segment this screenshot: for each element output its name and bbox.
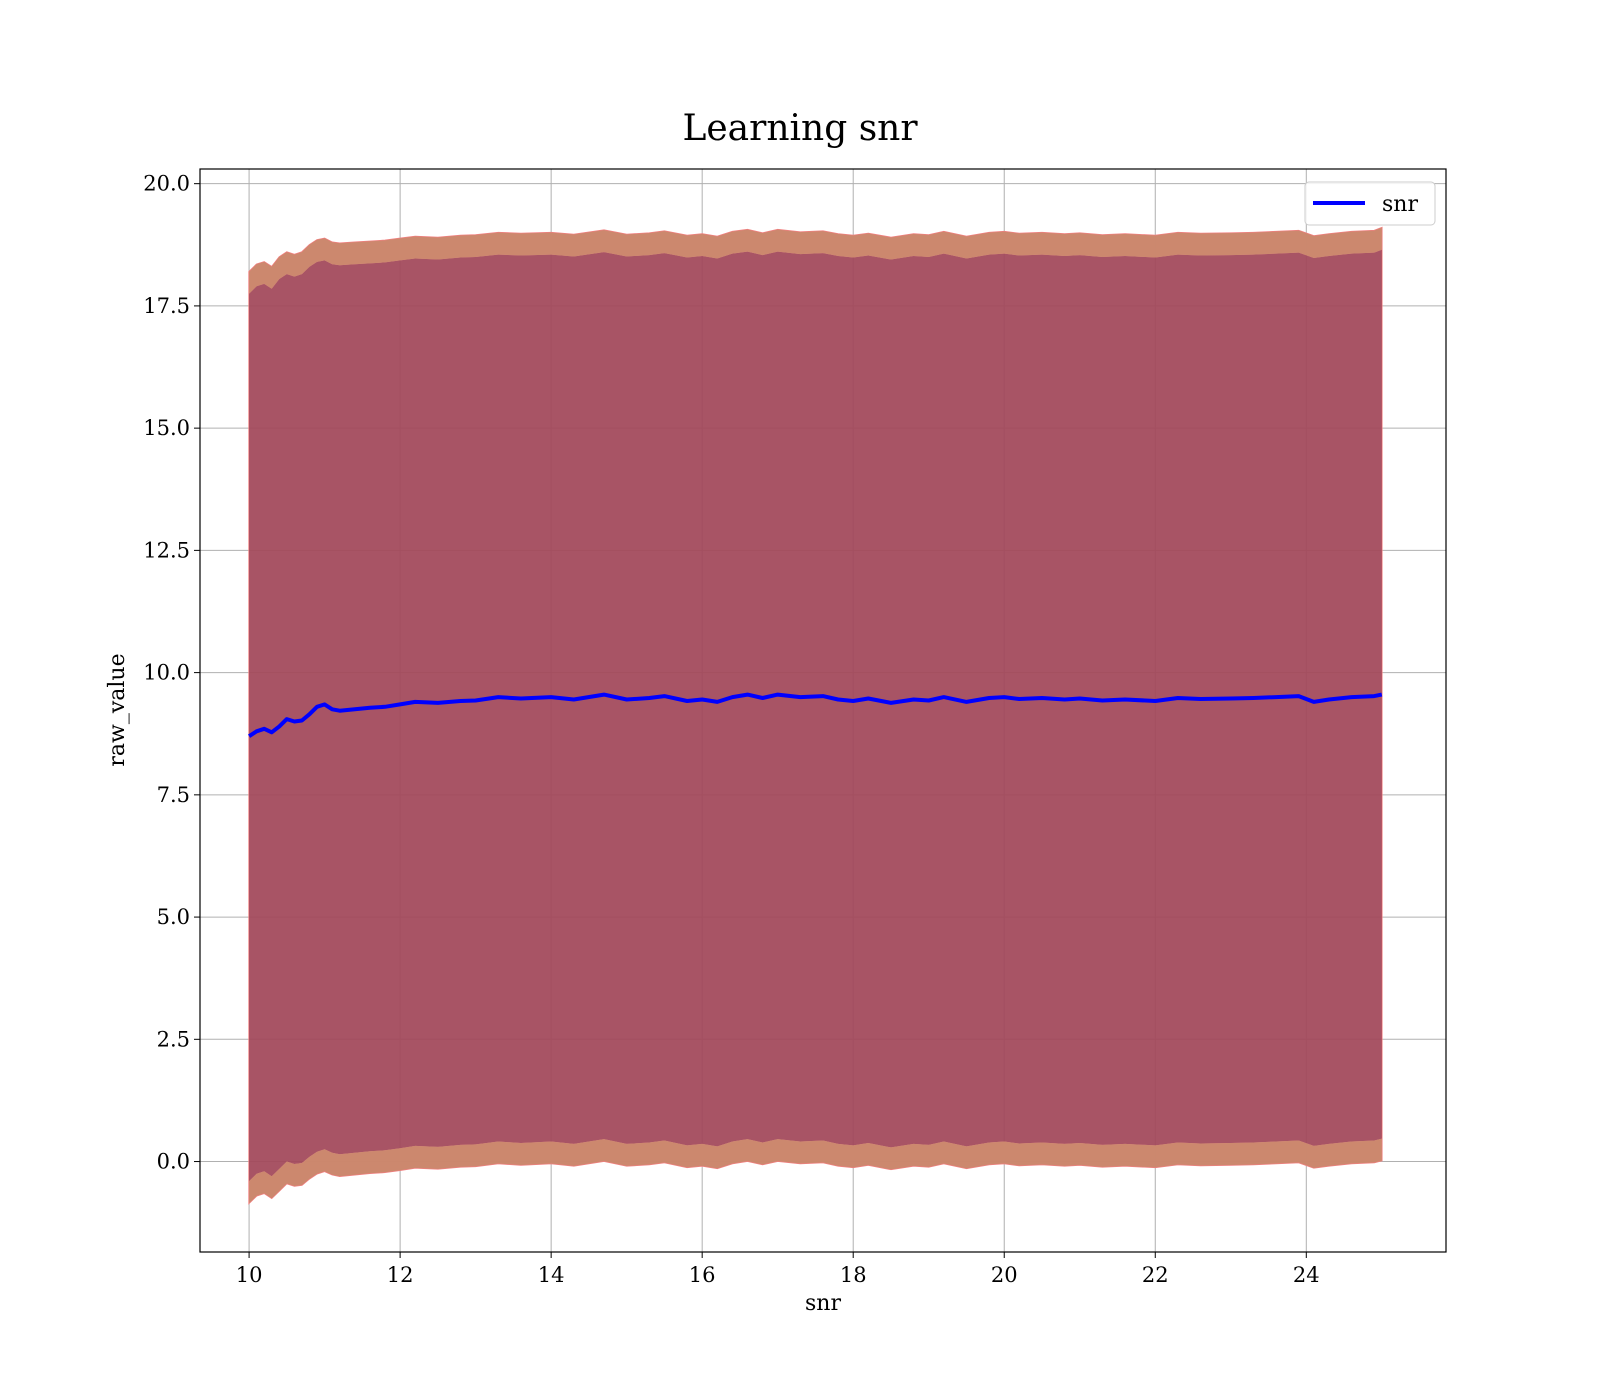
confidence-bands — [248, 226, 1383, 1205]
x-tick-label: 24 — [1293, 1263, 1320, 1287]
x-tick-label: 22 — [1142, 1263, 1169, 1287]
y-tick-label: 5.0 — [157, 905, 190, 929]
lower-margin-band-snr — [249, 1138, 1382, 1204]
x-tick-label: 18 — [840, 1263, 867, 1287]
series-line-snr — [248, 692, 1383, 738]
y-tick-label: 2.5 — [157, 1027, 190, 1051]
legend: snr — [1304, 181, 1436, 226]
y-axis-title: raw_value — [105, 653, 130, 766]
x-axis-title: snr — [805, 1291, 841, 1316]
upper-margin-band-snr — [249, 227, 1382, 294]
y-tick-label: 0.0 — [157, 1150, 190, 1174]
y-axis-ticks: 0.0 2.5 5.0 7.5 10.0 12.5 15.0 17.5 20.0 — [143, 172, 200, 1174]
x-tick-label: 14 — [538, 1263, 565, 1287]
series-lines — [248, 692, 1383, 738]
plot-frame — [199, 168, 1447, 1253]
x-axis-ticks: 10 12 14 16 18 20 22 24 — [236, 1252, 1320, 1287]
legend-label-snr: snr — [1382, 192, 1418, 217]
inner-band-snr — [249, 249, 1382, 1182]
x-tick-label: 12 — [387, 1263, 414, 1287]
chart-title: Learning snr — [682, 108, 918, 149]
y-tick-label: 10.0 — [143, 661, 190, 685]
x-tick-label: 20 — [991, 1263, 1018, 1287]
y-tick-label: 17.5 — [143, 294, 190, 318]
y-tick-label: 7.5 — [157, 783, 190, 807]
x-tick-label: 16 — [689, 1263, 716, 1287]
y-tick-label: 15.0 — [143, 416, 190, 440]
legend-box — [1304, 181, 1436, 226]
x-tick-label: 10 — [236, 1263, 263, 1287]
y-tick-label: 20.0 — [143, 172, 190, 196]
y-tick-label: 12.5 — [143, 538, 190, 562]
